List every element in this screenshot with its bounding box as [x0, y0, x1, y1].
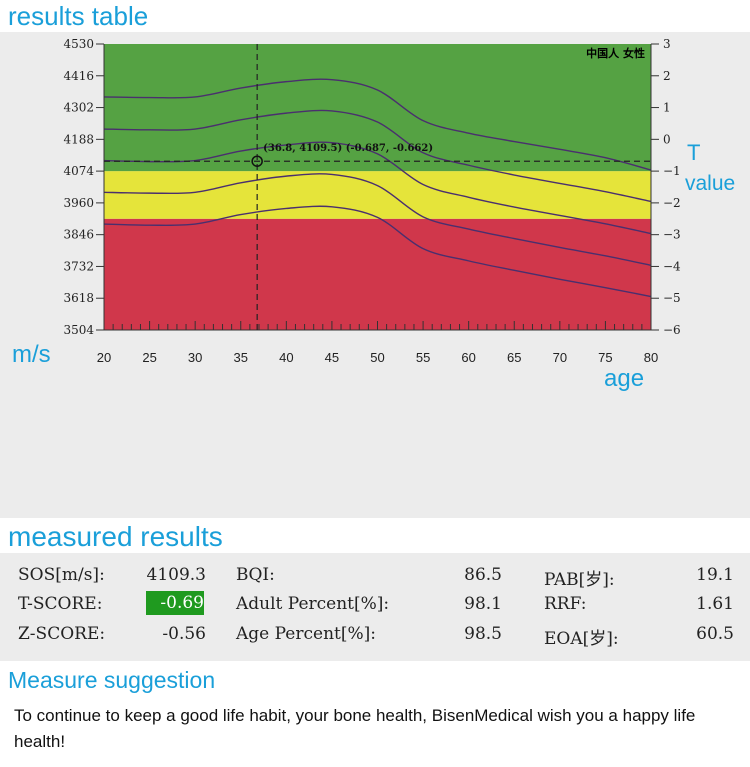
y-axis-title: m/s — [12, 341, 51, 368]
curve-line-0 — [103, 78, 652, 171]
y2-tick-label: −5 — [663, 291, 681, 305]
y2-axis-title-line2: value — [685, 172, 735, 195]
curve-line-4 — [103, 205, 652, 298]
x-tick-label: 45 — [325, 350, 339, 365]
y2-tick-label: 2 — [663, 69, 671, 83]
x-tick-label: 65 — [507, 350, 521, 365]
y-tick-label: 3732 — [63, 259, 94, 273]
tscore-value: -0.69 — [146, 591, 204, 615]
y2-tick-label: −6 — [663, 323, 681, 337]
zscore-value: -0.56 — [162, 624, 206, 644]
x-tick-label: 50 — [370, 350, 384, 365]
y-tick-label: 3504 — [63, 323, 94, 337]
measurement-point — [251, 155, 263, 167]
bqi-label: BQI: — [236, 565, 275, 585]
pab-value: 19.1 — [696, 565, 734, 585]
population-label: 中国人 女性 — [586, 46, 645, 60]
bqi-value: 86.5 — [464, 565, 502, 585]
x-tick-label: 80 — [644, 350, 658, 365]
y2-tick-label: −1 — [663, 164, 681, 178]
chart-panel: 20 25 30 35 40 45 50 55 60 65 70 75 80 4530 4416 4302 41… — [0, 32, 750, 518]
pab-label: PAB[岁]: — [544, 570, 615, 590]
adult-percent-label: Adult Percent[%]: — [236, 594, 390, 614]
measured-results-panel: SOS[m/s]: 4109.3 T-SCORE: -0.69 Z-SCORE:… — [0, 553, 750, 661]
x-tick-label: 70 — [553, 350, 567, 365]
x-tick-label: 20 — [97, 350, 111, 365]
rrf-value: 1.61 — [696, 594, 734, 614]
sos-value: 4109.3 — [146, 565, 206, 585]
measured-results-title: measured results — [8, 521, 223, 552]
zscore-label: Z-SCORE: — [18, 624, 106, 644]
y-tick-label: 4302 — [63, 101, 94, 115]
x-tick-label: 55 — [416, 350, 430, 365]
x-axis-title: age — [604, 365, 644, 392]
x-tick-label: 40 — [279, 350, 293, 365]
y2-tick-label: −2 — [663, 196, 681, 210]
y-tick-label: 4074 — [63, 164, 94, 178]
y2-axis-title-line1: T — [687, 140, 700, 165]
results-table-title: results table — [8, 1, 149, 31]
eoa-value: 60.5 — [696, 624, 734, 644]
curve-line-3 — [103, 173, 652, 267]
eoa-label: EOA[岁]: — [544, 629, 619, 649]
y-tick-label: 3846 — [63, 228, 94, 242]
tscore-label: T-SCORE: — [18, 594, 103, 614]
x-tick-label: 75 — [598, 350, 612, 365]
measure-suggestion-title: Measure suggestion — [8, 667, 216, 693]
age-percent-label: Age Percent[%]: — [236, 624, 376, 644]
y2-tick-label: −4 — [663, 259, 681, 273]
y-tick-label: 4530 — [63, 37, 94, 51]
curve-line-1 — [103, 109, 652, 203]
sos-label: SOS[m/s]: — [18, 565, 105, 585]
x-tick-label: 25 — [142, 350, 156, 365]
y2-tick-label: 1 — [663, 101, 671, 115]
measurement-annotation: (36.8, 4109.5) (-0.687, -0.662) — [263, 143, 433, 154]
chart-band-0 — [104, 218, 651, 330]
y2-tick-label: 0 — [663, 132, 671, 146]
adult-percent-value: 98.1 — [464, 594, 502, 614]
bone-density-chart: 20 25 30 35 40 45 50 55 60 65 70 75 8045304416430241… — [12, 37, 735, 392]
x-tick-label: 30 — [188, 350, 202, 365]
measure-suggestion-text: To continue to keep a good life habit, y… — [14, 706, 696, 751]
y-tick-label: 4416 — [63, 69, 94, 83]
y-tick-label: 3618 — [63, 291, 94, 305]
age-percent-value: 98.5 — [464, 624, 502, 644]
y-tick-label: 3960 — [63, 196, 94, 210]
chart-band-1 — [104, 171, 651, 219]
y2-tick-label: −3 — [663, 228, 681, 242]
x-tick-label: 35 — [234, 350, 248, 365]
y-tick-label: 4188 — [63, 132, 94, 146]
x-tick-label: 60 — [461, 350, 475, 365]
curve-line-2 — [103, 141, 652, 235]
rrf-label: RRF: — [544, 594, 587, 614]
y2-tick-label: 3 — [663, 37, 671, 51]
